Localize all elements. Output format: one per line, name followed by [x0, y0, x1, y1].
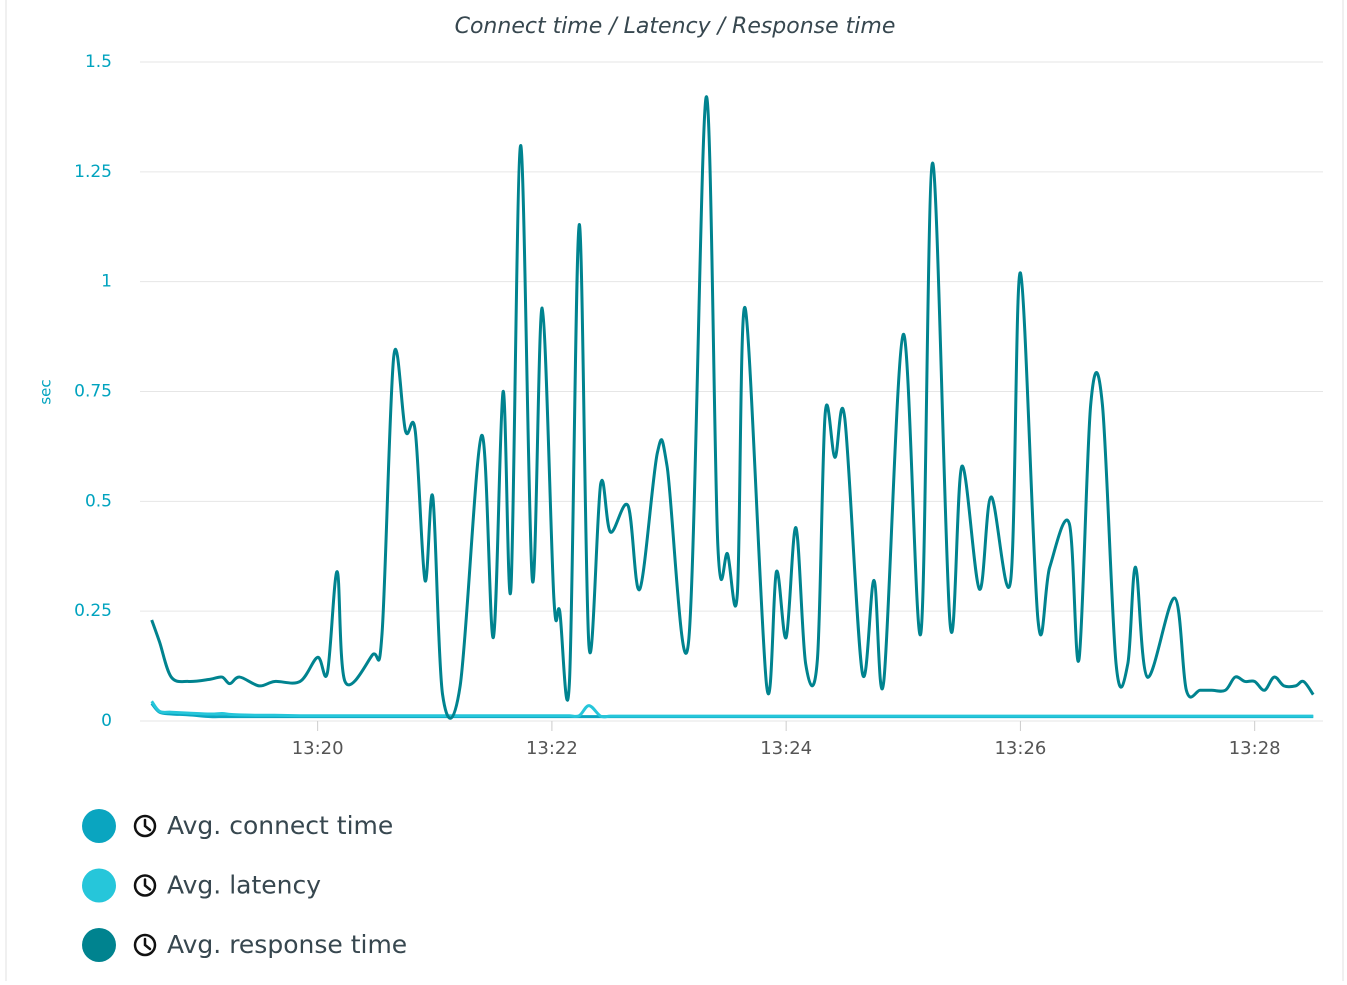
series-line: [150, 95, 1315, 720]
y-axis-label: sec: [37, 379, 55, 404]
y-tick-label: 0: [101, 711, 112, 731]
y-tick-label: 0.75: [74, 382, 112, 402]
clock-icon: [133, 874, 157, 897]
legend-item: Avg. latency: [82, 868, 321, 903]
legend-label: Avg. response time: [167, 930, 407, 959]
legend-swatch: [82, 809, 116, 843]
x-tick-label: 13:20: [292, 738, 344, 759]
series-line: [150, 700, 1314, 719]
clock-icon: [133, 814, 157, 838]
legend-swatch: [82, 928, 116, 962]
legend-label: Avg. latency: [167, 871, 321, 900]
legend-label: Avg. connect time: [167, 811, 393, 840]
y-tick-label: 0.25: [74, 601, 112, 621]
chart-title: Connect time / Latency / Response time: [455, 14, 896, 39]
y-tick-label: 1: [101, 272, 112, 292]
clock-icon: [133, 933, 157, 957]
legend-swatch: [82, 868, 116, 903]
clock-hands: [143, 818, 152, 832]
y-tick-label: 1.25: [74, 162, 112, 182]
x-tick-label: 13:26: [994, 738, 1046, 759]
card-border: [5, 0, 1344, 985]
y-tick-label: 0.5: [85, 491, 112, 511]
legend-item: Avg. connect time: [82, 809, 393, 843]
x-tick-label: 13:28: [1229, 738, 1281, 759]
clock-hands: [143, 878, 152, 891]
clock-hands: [143, 937, 152, 951]
y-tick-label: 1.5: [85, 52, 112, 72]
legend-item: Avg. response time: [82, 928, 407, 962]
x-tick-label: 13:24: [760, 738, 812, 759]
x-tick-label: 13:22: [526, 738, 578, 759]
